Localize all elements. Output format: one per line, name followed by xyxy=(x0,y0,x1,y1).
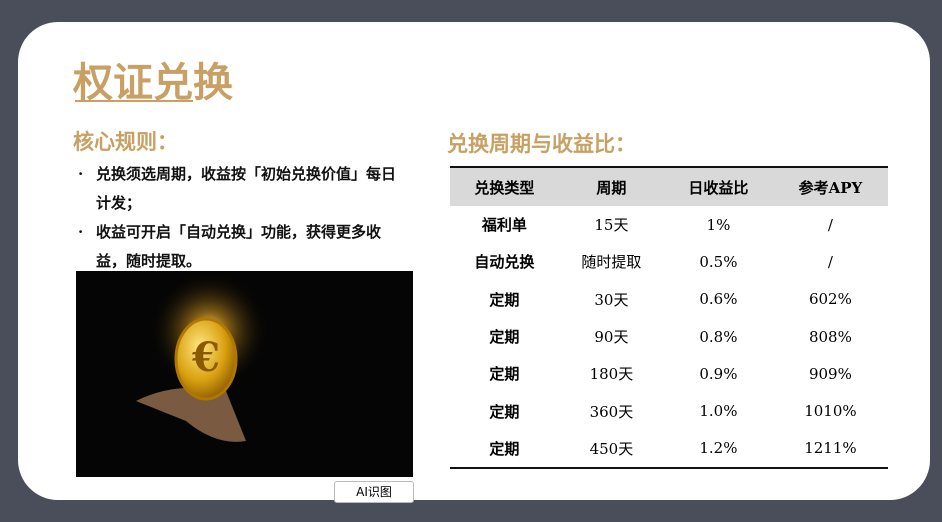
svg-text:€: € xyxy=(191,334,220,381)
coin-image: € xyxy=(76,271,413,477)
rules-list: 兑换须选周期，收益按「初始兑换价值」每日计发；收益可开启「自动兑换」功能，获得更… xyxy=(76,160,406,276)
ai-button[interactable]: AI识图 xyxy=(334,481,414,503)
table-cell: 0.9% xyxy=(699,364,738,383)
table-cell: 定期 xyxy=(489,328,520,347)
table-cell: 1010% xyxy=(804,402,857,421)
table-cell: 随时提取 xyxy=(581,253,642,272)
table-cell: 602% xyxy=(808,290,852,309)
table-cell: 自动兑换 xyxy=(474,253,535,272)
table-cell: 180天 xyxy=(589,365,634,384)
table-row: 定期 180天 0.9% 909% xyxy=(450,355,888,392)
header-row: 兑换类型 周期 日收益比 参考APY xyxy=(450,167,888,206)
table-cell: 1.2% xyxy=(699,439,738,458)
table-cell: 15天 xyxy=(594,216,629,235)
table-cell: 定期 xyxy=(489,290,520,309)
table-cell: 定期 xyxy=(489,365,520,384)
table-cell: 30天 xyxy=(594,290,629,309)
table-cell: 1% xyxy=(706,215,731,234)
table-cell: 0.6% xyxy=(699,290,738,309)
title: 权证兑换 xyxy=(73,59,233,106)
column-header: 兑换类型 xyxy=(450,167,559,206)
table-cell: 定期 xyxy=(489,439,520,458)
rules-heading: 核心规则： xyxy=(73,129,178,154)
table-cell: / xyxy=(827,215,833,234)
table-cell: 909% xyxy=(808,364,852,383)
table-heading: 兑换周期与收益比： xyxy=(447,131,636,156)
column-header: 周期 xyxy=(558,167,665,206)
table-cell: 0.5% xyxy=(699,252,738,271)
table-cell: 定期 xyxy=(489,402,520,421)
apy-table: 兑换类型 周期 日收益比 参考APY 福利单 15天 1% / 自动兑换 随时提取 0.5% / 定期 3… xyxy=(450,166,888,470)
table-cell: 90天 xyxy=(594,328,629,347)
table-cell: 1.0% xyxy=(699,402,738,421)
column-header: 日收益比 xyxy=(664,167,773,206)
table-row: 定期 360天 1.0% 1010% xyxy=(450,392,888,429)
title-underline xyxy=(75,100,193,102)
table-cell: 福利单 xyxy=(481,216,527,235)
table-row: 定期 30天 0.6% 602% xyxy=(450,281,888,318)
table-cell: 1211% xyxy=(804,439,857,458)
table-cell: 808% xyxy=(808,327,852,346)
table-row: 福利单 15天 1% / xyxy=(450,206,888,243)
column-header: 参考APY xyxy=(772,167,888,206)
table-cell: / xyxy=(827,252,833,271)
rule-item: 收益可开启「自动兑换」功能，获得更多收益，随时提取。 xyxy=(76,218,406,276)
table-row: 定期 450天 1.2% 1211% xyxy=(450,430,888,468)
table-cell: 450天 xyxy=(589,439,634,458)
table-cell: 0.8% xyxy=(699,327,738,346)
rule-item: 兑换须选周期，收益按「初始兑换价值」每日计发； xyxy=(76,160,406,218)
table-cell: 360天 xyxy=(589,402,634,421)
table-row: 定期 90天 0.8% 808% xyxy=(450,318,888,355)
table-row: 自动兑换 随时提取 0.5% / xyxy=(450,243,888,280)
